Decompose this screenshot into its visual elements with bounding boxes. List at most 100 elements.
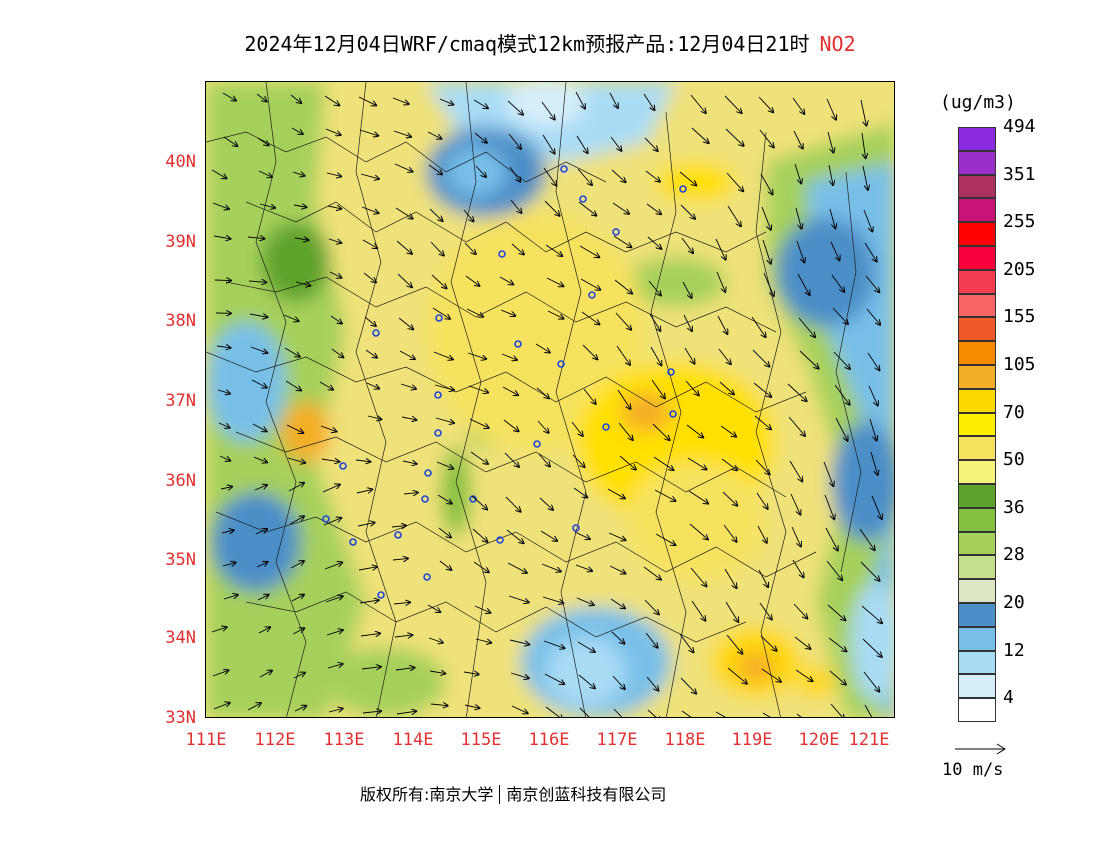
wind-arrow (326, 630, 343, 636)
wind-arrow (323, 518, 341, 526)
wind-arrow (795, 207, 802, 229)
wind-arrow (322, 485, 340, 493)
lon-label-116: 116E (528, 730, 570, 750)
colorbar-swatch (958, 555, 996, 580)
wind-arrow (434, 384, 454, 390)
wind-arrow (540, 530, 557, 541)
colorbar-swatch (958, 603, 996, 627)
wind-arrow (866, 308, 880, 325)
colorbar-swatch (958, 531, 996, 556)
wind-arrow (360, 173, 379, 179)
wind-arrow (464, 705, 479, 708)
wind-arrow (761, 206, 771, 230)
wind-arrow (759, 602, 772, 620)
wind-arrow (683, 314, 692, 331)
wind-arrow (679, 171, 696, 185)
colorbar-label: 205 (1003, 258, 1036, 280)
wind-arrow (823, 461, 833, 486)
wind-arrow (578, 201, 596, 216)
wind-arrow (789, 460, 802, 481)
lon-label-113: 113E (323, 730, 365, 750)
wind-arrow (258, 627, 270, 634)
wind-arrow (361, 206, 379, 213)
wind-arrow (326, 173, 341, 176)
wind-arrow (720, 425, 736, 437)
wind-arrow (247, 237, 264, 239)
wind-arrow (427, 604, 440, 612)
colorbar-swatch (958, 246, 996, 270)
wind-arrow (724, 95, 742, 113)
wind-arrow (756, 492, 768, 509)
wind-arrow (330, 315, 342, 323)
wind-arrow (327, 664, 343, 669)
wind-arrow (542, 134, 555, 154)
wind-arrow (357, 523, 375, 526)
wind-arrow (752, 349, 769, 367)
wind-arrow (545, 244, 562, 256)
wind-arrow (690, 567, 706, 586)
wind-arrow (221, 530, 234, 533)
wind-arrow (287, 457, 305, 463)
wind-arrow (535, 343, 550, 353)
wind-arrow (429, 671, 445, 674)
wind-arrow (500, 309, 515, 316)
wind-arrow (466, 308, 483, 317)
wind-arrow (290, 561, 304, 569)
wind-arrow (392, 558, 408, 560)
wind-arrow (255, 529, 267, 535)
wind-arrow (394, 635, 412, 637)
wind-arrow (726, 634, 742, 654)
wind-arrow (393, 602, 410, 604)
wind-arrow (608, 532, 626, 540)
wind-arrow (799, 350, 819, 369)
concentration-map (206, 82, 894, 717)
wind-arrow (573, 487, 587, 498)
wind-arrow (502, 386, 518, 395)
wind-arrow (680, 677, 696, 694)
wind-arrow (724, 568, 736, 588)
colorbar-label: 70 (1003, 401, 1025, 423)
wind-arrow (321, 459, 339, 462)
wind-arrow (609, 565, 626, 574)
wind-arrow (539, 497, 553, 510)
wind-arrow (727, 205, 741, 226)
wind-arrow (654, 489, 675, 501)
colorbar-swatch (958, 388, 996, 413)
wind-arrow (581, 311, 599, 324)
wind-arrow (796, 240, 804, 262)
wind-arrow (223, 595, 238, 600)
wind-arrow (541, 563, 561, 571)
wind-arrow (828, 637, 846, 651)
colorbar-swatch (958, 198, 996, 223)
wind-arrow (546, 277, 563, 286)
wind-arrow (831, 274, 844, 292)
wind-arrow (859, 528, 875, 550)
wind-arrow (396, 240, 412, 254)
wind-arrow (473, 561, 489, 572)
wind-arrow (391, 526, 406, 527)
wind-arrow (542, 596, 563, 603)
vector-legend-arrow (955, 743, 1006, 755)
wind-arrow (578, 674, 595, 688)
wind-arrow (645, 632, 658, 648)
wind-arrow (865, 275, 879, 292)
wind-arrow (719, 381, 734, 394)
wind-arrow (285, 380, 301, 391)
wind-arrow (367, 416, 381, 419)
wind-arrow (328, 239, 341, 243)
wind-arrow (393, 130, 411, 137)
wind-arrow (259, 671, 272, 678)
wind-arrow (504, 452, 519, 467)
wind-arrow (431, 274, 446, 288)
colorbar-label: 351 (1003, 163, 1036, 185)
wind-arrow (428, 164, 442, 174)
lon-label-114: 114E (392, 730, 434, 750)
wind-arrow (392, 97, 409, 104)
wind-arrow (292, 628, 304, 635)
lon-label-121: 121E (848, 730, 890, 750)
vector-legend-label: 10 m/s (942, 760, 1004, 780)
wind-arrow (213, 703, 230, 710)
wind-arrow (861, 605, 882, 623)
wind-arrow (433, 351, 453, 359)
wind-arrow (501, 353, 517, 360)
